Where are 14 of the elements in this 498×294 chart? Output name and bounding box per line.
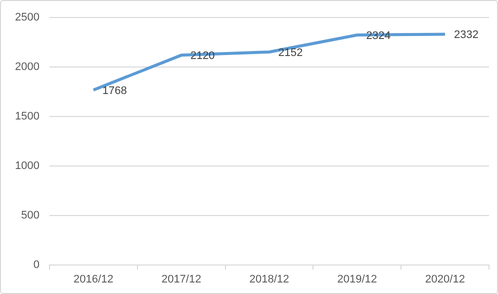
x-tick-label: 2018/12 [249, 273, 290, 286]
y-tick-label: 2000 [14, 61, 40, 74]
y-tick-label: 1000 [14, 160, 40, 172]
y-tick-label: 0 [33, 258, 40, 271]
x-tick-label: 2017/12 [161, 273, 202, 286]
x-tick-label: 2019/12 [337, 273, 378, 286]
y-tick-label: 2500 [14, 12, 40, 24]
x-tick-label: 2020/12 [425, 273, 465, 286]
data-label: 2332 [454, 29, 479, 42]
y-tick-label: 1500 [14, 110, 40, 123]
x-tick-label: 2016/12 [74, 273, 114, 286]
data-label: 1768 [102, 85, 127, 98]
data-label: 2152 [278, 47, 303, 60]
y-tick-label: 500 [21, 209, 40, 222]
